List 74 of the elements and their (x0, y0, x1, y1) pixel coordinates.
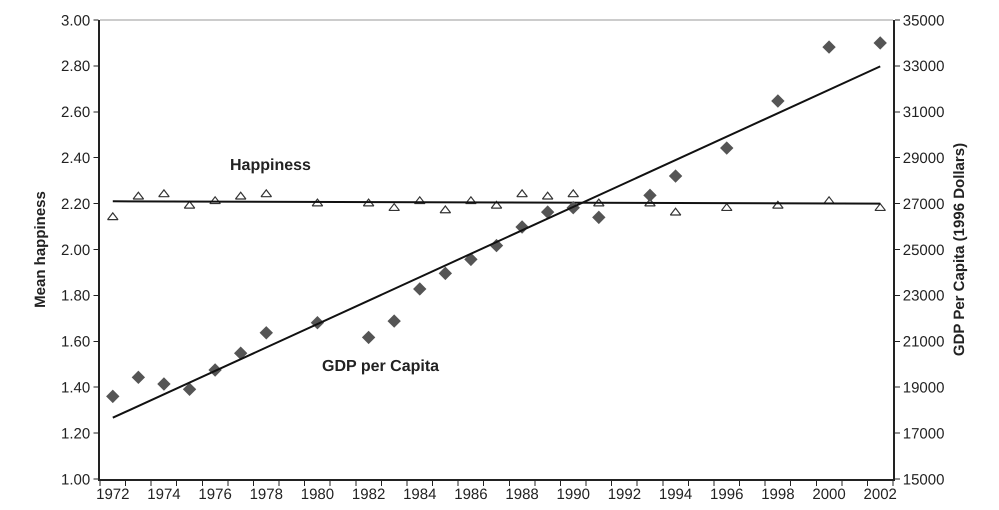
x-tick-label: 1972 (96, 486, 130, 503)
x-tick-label: 1976 (198, 486, 232, 503)
point (184, 200, 196, 209)
y2-tick-label: 29000 (902, 150, 944, 167)
point (183, 382, 196, 396)
y-tick-label: 3.00 (61, 12, 90, 30)
y2-tick-label: 19000 (902, 379, 944, 396)
y-tick-label: 2.40 (61, 150, 90, 167)
x-tick-label: 2002 (864, 486, 897, 503)
x-tick-label: 1996 (710, 486, 744, 503)
point (106, 390, 120, 403)
y2-tick-label: 21000 (902, 334, 944, 351)
point (490, 200, 502, 209)
point (542, 192, 554, 200)
y2-tick-label: 33000 (902, 58, 944, 76)
y-tick-label: 2.60 (61, 104, 90, 122)
point (541, 206, 554, 219)
y-axis-title: Mean happiness (32, 191, 49, 308)
annotation: Happiness (230, 157, 312, 174)
x-tick-label: 1984 (403, 486, 436, 503)
y2-tick-label: 27000 (902, 196, 944, 213)
point (670, 208, 682, 216)
point (362, 330, 376, 344)
x-tick-label: 1978 (250, 486, 283, 503)
point (234, 192, 246, 200)
point (465, 196, 477, 204)
point (260, 326, 273, 340)
point (388, 314, 401, 328)
x-tick-label: 1992 (608, 486, 642, 503)
point (874, 36, 887, 50)
y-tick-label: 2.00 (61, 242, 90, 259)
point (234, 346, 248, 360)
point (388, 203, 400, 212)
point (438, 266, 452, 280)
y-tick-label: 1.60 (61, 334, 90, 351)
annotation: GDP per Capita (322, 358, 440, 375)
point (771, 94, 784, 108)
y2-tick-label: 15000 (902, 471, 944, 488)
x-tick-label: 1974 (147, 486, 181, 503)
point (669, 170, 682, 183)
y-tick-label: 1.40 (61, 379, 90, 396)
point (440, 205, 452, 214)
y2-tick-label: 17000 (902, 425, 944, 442)
y2-axis-title: GDP Per Capita (1996 Dollars) (950, 142, 968, 356)
point (516, 189, 528, 198)
x-tick-label: 1982 (352, 486, 386, 503)
point (644, 188, 656, 202)
point (132, 370, 145, 384)
point (158, 189, 170, 198)
point (413, 282, 426, 296)
y2-tick-label: 31000 (902, 104, 944, 122)
point (158, 378, 170, 390)
point (822, 40, 836, 54)
point (772, 200, 784, 209)
point (132, 192, 144, 200)
x-tick-label: 2000 (812, 486, 846, 503)
y-tick-label: 1.20 (61, 425, 90, 442)
x-tick-label: 1998 (761, 486, 795, 503)
y2-tick-label: 35000 (902, 12, 944, 30)
point (464, 252, 478, 266)
y-tick-label: 1.80 (61, 288, 90, 305)
y-tick-label: 2.20 (61, 196, 90, 213)
y2-tick-label: 25000 (902, 242, 944, 259)
point (592, 210, 606, 224)
x-tick-label: 1986 (454, 486, 488, 503)
x-tick-label: 1988 (505, 486, 539, 503)
x-tick-label: 1990 (556, 486, 590, 503)
y-tick-label: 2.80 (61, 58, 90, 76)
y2-tick-label: 23000 (902, 288, 944, 305)
x-tick-label: 1980 (300, 486, 334, 503)
point (720, 142, 734, 155)
x-tick-label: 1994 (658, 486, 692, 503)
y-tick-label: 1.00 (61, 471, 90, 488)
point (209, 196, 221, 204)
